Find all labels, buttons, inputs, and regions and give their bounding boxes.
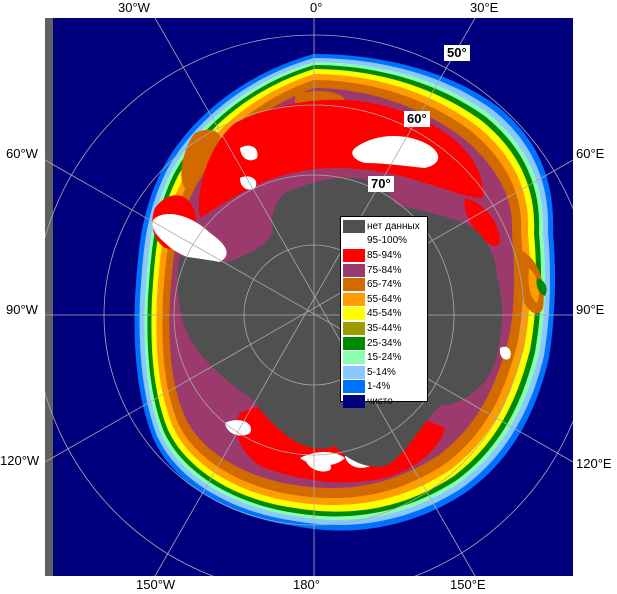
legend-label: 85-94% — [367, 249, 402, 261]
lon-label-90w: 90°W — [6, 302, 38, 317]
legend-item: 35-44% — [343, 321, 427, 336]
legend-item: 5-14% — [343, 365, 427, 380]
legend-item: 25-34% — [343, 336, 427, 351]
legend-label: 55-64% — [367, 293, 402, 305]
ice-patch-green-east — [536, 278, 547, 296]
legend-label: 25-34% — [367, 337, 402, 349]
lon-label-120w: 120°W — [0, 453, 40, 468]
legend-label: 45-54% — [367, 308, 402, 320]
legend-swatch — [343, 219, 365, 233]
legend-item: 15-24% — [343, 350, 427, 365]
legend-item: чисто — [343, 394, 427, 409]
ice-patch-55-64-east — [528, 268, 539, 303]
legend-swatch — [343, 336, 365, 350]
legend-label: нет данных — [367, 220, 420, 232]
legend-swatch — [343, 365, 365, 379]
legend-swatch — [343, 292, 365, 306]
sea-ice-concentration-map — [45, 18, 573, 576]
lon-label-180: 180° — [293, 577, 320, 592]
legend-swatch — [343, 248, 365, 262]
lon-label-60e: 60°E — [576, 146, 605, 161]
legend-item: 45-54% — [343, 307, 427, 322]
legend-swatch — [343, 278, 365, 292]
legend-swatch — [343, 380, 365, 394]
legend-label: 1-4% — [367, 381, 391, 393]
legend-item: нет данных — [343, 219, 427, 234]
lon-label-120e: 120°E — [576, 456, 612, 471]
legend-item: 65-74% — [343, 277, 427, 292]
lon-label-30e: 30°E — [470, 0, 499, 15]
legend-swatch — [343, 321, 365, 335]
lon-label-90e: 90°E — [576, 302, 605, 317]
legend-item: 75-84% — [343, 263, 427, 278]
lon-label-60w: 60°W — [6, 146, 38, 161]
ross-ice-shelf — [300, 452, 345, 466]
legend-label: 35-44% — [367, 322, 402, 334]
ice-patch-95-100-d — [225, 420, 251, 436]
lon-label-150e: 150°E — [450, 577, 486, 592]
legend-swatch — [343, 307, 365, 321]
meridian-60e-120w — [45, 159, 573, 463]
legend-label: 95-100% — [367, 235, 408, 247]
lon-label-150w: 150°W — [136, 577, 176, 592]
legend-label: 5-14% — [367, 366, 396, 378]
legend-swatch — [343, 394, 365, 408]
legend-item: 55-64% — [343, 292, 427, 307]
lat-label-50: 50° — [444, 45, 470, 61]
concentration-legend: нет данных 95-100% 85-94% 75-84% 65-74% 55-64… — [340, 216, 428, 408]
legend-swatch — [343, 263, 365, 277]
legend-label: 15-24% — [367, 352, 402, 364]
ice-patch-95-100-h — [240, 176, 257, 190]
ice-patch-95-100-b — [352, 136, 439, 168]
lat-label-60: 60° — [404, 111, 430, 127]
lon-label-0: 0° — [310, 0, 323, 15]
legend-item: 1-4% — [343, 380, 427, 395]
ice-patch-95-100-a — [152, 213, 227, 263]
lat-label-70: 70° — [368, 176, 394, 192]
ice-patch-95-100-g — [499, 346, 511, 360]
legend-label: 65-74% — [367, 279, 402, 291]
lon-label-30w: 30°W — [118, 0, 150, 15]
legend-item: 85-94% — [343, 248, 427, 263]
legend-swatch — [343, 351, 365, 365]
legend-item: 95-100% — [343, 234, 427, 249]
ice-patch-95-100-c — [240, 145, 258, 161]
legend-label: 75-84% — [367, 264, 402, 276]
legend-label: чисто — [367, 395, 393, 407]
ice-band-85-94-east — [464, 198, 500, 246]
legend-swatch — [343, 234, 365, 248]
